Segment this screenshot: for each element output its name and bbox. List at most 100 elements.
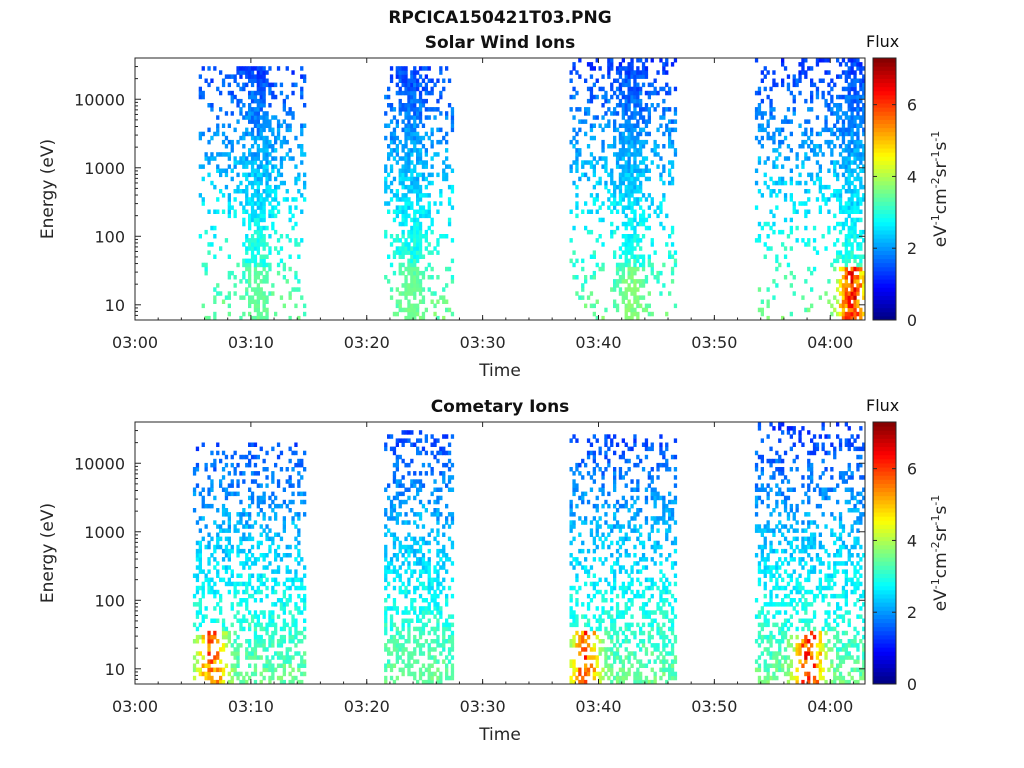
flux-cell [584, 671, 588, 677]
flux-cell [262, 139, 266, 145]
flux-cell [627, 299, 631, 304]
flux-cell [288, 205, 292, 210]
flux-cell [303, 74, 307, 79]
flux-cell [636, 287, 640, 292]
flux-cell [436, 438, 440, 443]
flux-cell [413, 135, 417, 141]
flux-cell [418, 593, 423, 599]
flux-cell [230, 573, 234, 578]
flux-cell [586, 450, 591, 456]
flux-cell [621, 639, 625, 644]
flux-cell [421, 524, 426, 529]
flux-cell [242, 131, 246, 137]
flux-cell [268, 119, 272, 124]
flux-cell [233, 471, 237, 476]
flux-cell [248, 180, 252, 186]
flux-cell [201, 176, 205, 182]
flux-cell [410, 152, 414, 157]
flux-cell [389, 74, 394, 79]
flux-cell [242, 221, 246, 227]
flux-cell [418, 573, 423, 578]
flux-cell [575, 643, 579, 648]
flux-cell [844, 176, 848, 182]
flux-cell [259, 209, 263, 214]
flux-cell [268, 234, 272, 239]
flux-cell [633, 438, 637, 443]
flux-cell [610, 606, 614, 611]
flux-cell [430, 299, 434, 304]
flux-cell [398, 90, 402, 96]
flux-cell [401, 103, 405, 108]
flux-cell [786, 86, 791, 92]
flux-cell [253, 279, 258, 284]
flux-cell [569, 663, 573, 668]
flux-cell [604, 520, 608, 525]
flux-cell [636, 671, 640, 677]
flux-cell [592, 168, 596, 173]
flux-cell [276, 483, 281, 488]
colorbar-tick-label: 6 [907, 96, 917, 115]
flux-cell [772, 229, 776, 235]
flux-cell [418, 197, 423, 202]
flux-cell [410, 508, 414, 513]
flux-cell [398, 589, 402, 595]
flux-cell [248, 283, 252, 288]
flux-cell [245, 524, 249, 529]
flux-cell [589, 86, 594, 92]
flux-cell [627, 135, 631, 141]
flux-cell [416, 131, 420, 137]
flux-cell [856, 262, 860, 268]
flux-cell [615, 152, 620, 157]
flux-cell [250, 78, 255, 83]
flux-cell [279, 503, 284, 509]
flux-cell [447, 659, 452, 664]
flux-cell [262, 295, 266, 300]
flux-cell [630, 630, 634, 636]
flux-cell [836, 254, 840, 259]
flux-cell [427, 618, 431, 623]
flux-cell [387, 647, 391, 652]
flux-cell [401, 626, 405, 632]
flux-cell [253, 135, 258, 141]
flux-cell [636, 512, 640, 517]
flux-cell [618, 131, 623, 137]
flux-cell [569, 238, 573, 243]
flux-cell [279, 180, 284, 186]
flux-cell [853, 131, 857, 137]
flux-cell [621, 585, 625, 591]
colorbar-segment [873, 135, 896, 141]
flux-cell [850, 250, 854, 255]
flux-cell [436, 127, 440, 133]
flux-cell [213, 295, 217, 300]
flux-cell [268, 139, 272, 145]
flux-cell [613, 581, 617, 587]
flux-cell [433, 671, 437, 677]
flux-cell [404, 242, 408, 247]
flux-cell [618, 610, 623, 615]
flux-cell [430, 467, 434, 472]
flux-cell [624, 254, 628, 259]
flux-cell [201, 589, 205, 595]
flux-cell [633, 74, 637, 79]
flux-cell [282, 606, 286, 611]
flux-cell [442, 553, 446, 558]
flux-cell [410, 258, 414, 264]
flux-cell [253, 119, 258, 124]
flux-cell [673, 152, 678, 157]
flux-cell [410, 86, 414, 92]
flux-cell [836, 107, 840, 112]
flux-cell [821, 193, 825, 198]
flux-cell [772, 295, 776, 300]
flux-cell [248, 225, 252, 231]
flux-cell [810, 131, 814, 137]
flux-cell [413, 606, 417, 611]
flux-cell [442, 577, 446, 583]
flux-cell [859, 275, 863, 280]
flux-cell [592, 303, 596, 309]
flux-cell [769, 246, 773, 251]
flux-cell [644, 123, 649, 128]
flux-cell [668, 254, 672, 259]
flux-cell [250, 647, 255, 652]
flux-cell [262, 201, 266, 206]
colorbar-segment [873, 148, 896, 153]
